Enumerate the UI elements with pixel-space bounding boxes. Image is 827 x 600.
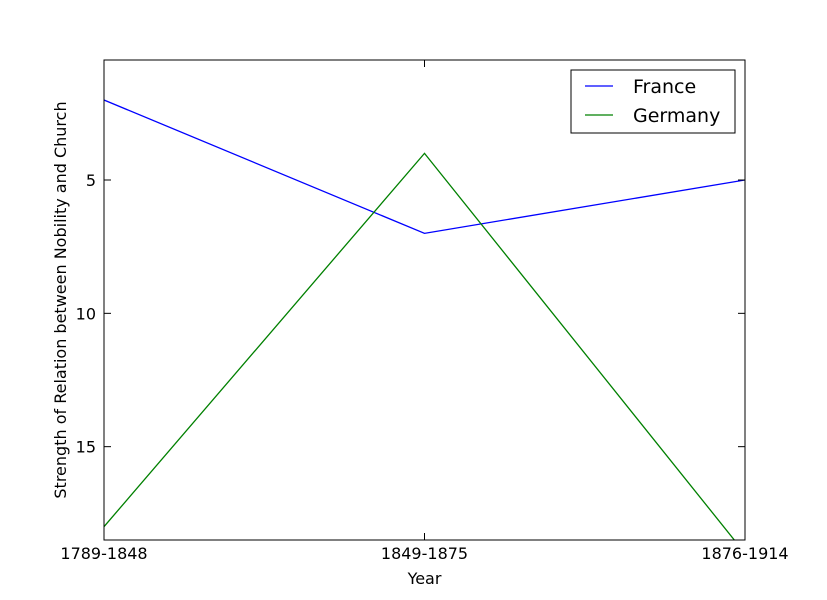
series-line-germany: [104, 152, 736, 540]
y-tick-label: 5: [86, 171, 96, 190]
legend-label: France: [633, 76, 696, 98]
legend: France Germany: [570, 69, 736, 134]
plot-lines: [104, 99, 745, 540]
x-axis-label: Year: [407, 569, 442, 588]
x-tick-label: 1789-1848: [60, 544, 147, 563]
legend-box: [570, 69, 736, 134]
ticks: 1789-1848 1849-1875 1876-1914 5 10 15: [60, 60, 789, 563]
y-tick-label: 10: [76, 304, 96, 323]
series-line-france: [104, 99, 745, 235]
y-tick-label: 15: [76, 438, 96, 457]
x-tick-label: 1876-1914: [701, 544, 788, 563]
legend-label: Germany: [633, 105, 720, 127]
x-tick-label: 1849-1875: [381, 544, 468, 563]
y-axis-label: Strength of Relation between Nobility an…: [51, 101, 70, 498]
